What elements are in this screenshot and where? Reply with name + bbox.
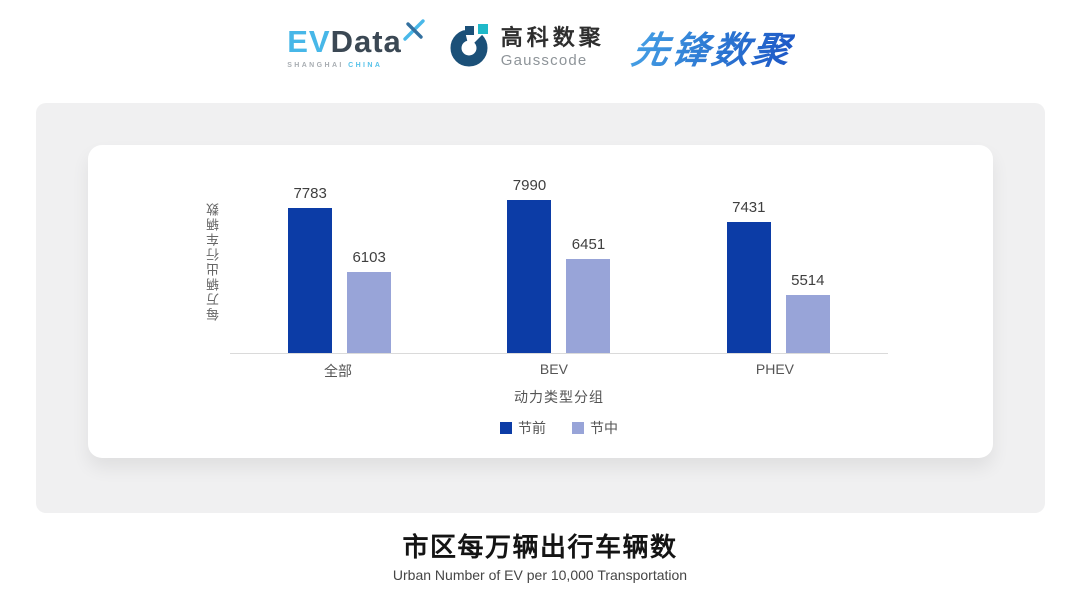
chart-subtitle-english: Urban Number of EV per 10,000 Transporta… [392, 567, 688, 583]
category-label-BEV: BEV [539, 361, 568, 377]
legend-swatch [500, 422, 512, 434]
gausscode-wordmark: 高科数聚 Gausscode [501, 25, 605, 68]
bar-节中-BEV [566, 259, 611, 353]
category-label-PHEV: PHEV [755, 361, 795, 377]
bar-节前-全部 [288, 208, 333, 353]
x-axis-title: 动力类型分组 [514, 389, 604, 405]
evdata-subtitle-china: CHINA [348, 61, 383, 69]
bar-item: 7783 [288, 185, 333, 353]
x-axis-line [230, 353, 888, 354]
legend-label: 节中 [590, 420, 618, 436]
gausscode-logo: 高科数聚 Gausscode [448, 23, 605, 72]
bar-value-label: 6451 [571, 236, 606, 253]
chart-legend: 节前 节中 [230, 418, 888, 438]
bar-group-PHEV: 7431 5514 [726, 198, 830, 353]
chart-card: 每万辆出行车辆数 7783 6103 7990 6451 7431 5514 全部 BEV P… [88, 145, 993, 458]
evdata-subtitle: SHANGHAI CHINA [287, 62, 382, 69]
bar-节中-全部 [347, 272, 392, 353]
bar-value-label: 5514 [791, 272, 825, 289]
bar-节前-BEV [507, 200, 552, 353]
evdata-x-star-icon [402, 18, 426, 47]
bar-item: 7431 [726, 198, 771, 353]
chart-main-title: 市区每万辆出行车辆数 [402, 532, 678, 562]
evdata-ev-text: EV [287, 23, 331, 59]
legend-item-节中: 节中 [572, 418, 618, 438]
gausscode-english-name: Gausscode [500, 51, 588, 69]
bar-节中-PHEV [785, 295, 830, 353]
gray-panel: 每万辆出行车辆数 7783 6103 7990 6451 7431 5514 全部 BEV P… [36, 103, 1045, 513]
evdata-data-text: Data [330, 23, 402, 59]
category-labels-row: 全部 BEV PHEV [230, 361, 888, 381]
bar-item: 6103 [347, 249, 392, 353]
bar-item: 5514 [785, 272, 830, 353]
category-label-全部: 全部 [323, 363, 352, 379]
evdata-wordmark: EV Data [287, 26, 402, 57]
xianfeng-shuju-logo: 先锋数聚 [628, 20, 798, 74]
evdata-subtitle-shanghai: SHANGHAI [287, 61, 344, 69]
y-axis-title: 每万辆出行车辆数 [206, 201, 221, 321]
plot-area: 7783 6103 7990 6451 7431 5514 [230, 169, 888, 353]
bar-value-label: 6103 [352, 249, 386, 267]
bar-value-label: 7783 [293, 185, 327, 202]
legend-label: 节前 [518, 420, 546, 436]
legend-swatch [572, 422, 584, 434]
legend-item-节前: 节前 [500, 418, 546, 438]
header-logo-bar: EV Data SHANGHAI CHINA 高科数聚 Gausscode 先锋数… [0, 16, 1080, 78]
gausscode-chinese-name: 高科数聚 [500, 25, 605, 51]
gausscode-g-icon [448, 23, 492, 72]
bar-group-全部: 7783 6103 [288, 185, 392, 353]
bar-value-label: 7431 [732, 198, 766, 216]
evdata-logo: EV Data SHANGHAI CHINA [287, 18, 425, 69]
bar-item: 6451 [566, 236, 611, 353]
bar-group-BEV: 7990 6451 [507, 177, 611, 353]
bar-节前-PHEV [726, 221, 771, 353]
bar-value-label: 7990 [512, 177, 547, 194]
bar-item: 7990 [507, 177, 552, 353]
